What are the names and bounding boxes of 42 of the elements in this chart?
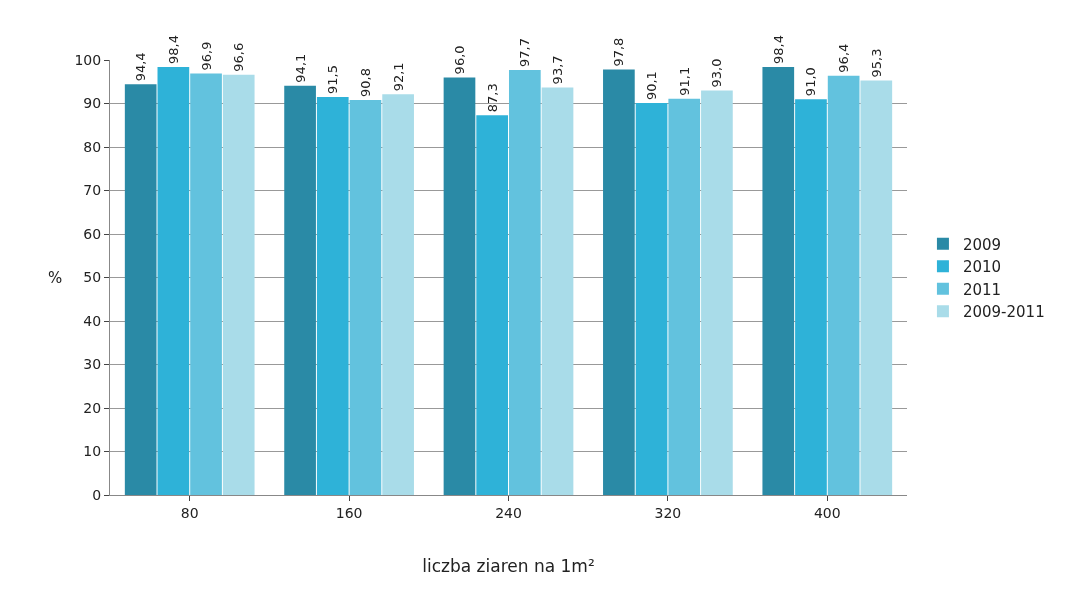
data-label: 96,0 xyxy=(451,45,467,75)
x-tick-label: 240 xyxy=(495,504,522,521)
y-axis-title: % xyxy=(48,269,63,287)
legend-label: 2011 xyxy=(962,280,1002,299)
data-label: 87,3 xyxy=(484,83,500,113)
data-label: 96,9 xyxy=(198,41,214,71)
legend-label: 2010 xyxy=(962,258,1002,277)
data-label: 94,1 xyxy=(292,53,308,83)
y-tick-label: 50 xyxy=(83,269,102,286)
y-tick-label: 90 xyxy=(83,95,102,112)
data-label: 93,7 xyxy=(550,55,566,85)
y-tick-label: 40 xyxy=(83,312,102,329)
data-label: 97,7 xyxy=(517,38,533,67)
y-tick-label: 70 xyxy=(83,182,102,199)
x-tick-label: 320 xyxy=(654,504,682,521)
data-label: 91,1 xyxy=(676,66,692,96)
x-tick-label: 160 xyxy=(335,504,363,521)
data-label: 94,4 xyxy=(133,52,149,82)
data-label: 91,5 xyxy=(325,65,341,94)
legend-label: 2009 xyxy=(962,235,1002,254)
x-tick-label: 80 xyxy=(180,504,199,521)
y-tick-label: 20 xyxy=(83,399,102,416)
data-label: 92,1 xyxy=(390,62,406,92)
y-tick-label: 10 xyxy=(83,443,102,460)
data-label: 98,4 xyxy=(165,35,181,64)
data-label: 91,0 xyxy=(803,67,819,97)
data-label: 98,4 xyxy=(770,35,786,64)
x-tick-label: 400 xyxy=(813,504,841,521)
data-label: 90,8 xyxy=(357,68,373,98)
data-label: 93,0 xyxy=(709,58,725,88)
x-axis-title: liczba ziaren na 1m² xyxy=(422,556,595,577)
y-tick-label: 30 xyxy=(83,356,102,373)
data-label: 90,1 xyxy=(644,71,660,101)
data-label: 97,8 xyxy=(611,37,627,67)
y-tick-label: 0 xyxy=(92,486,102,503)
data-label: 95,3 xyxy=(868,48,884,78)
legend-label: 2009-2011 xyxy=(962,303,1045,322)
data-label: 96,6 xyxy=(231,42,247,72)
data-label: 96,4 xyxy=(836,43,852,73)
y-tick-label: 80 xyxy=(83,138,102,155)
y-tick-label: 60 xyxy=(83,225,102,242)
y-tick-label: 100 xyxy=(74,51,102,68)
